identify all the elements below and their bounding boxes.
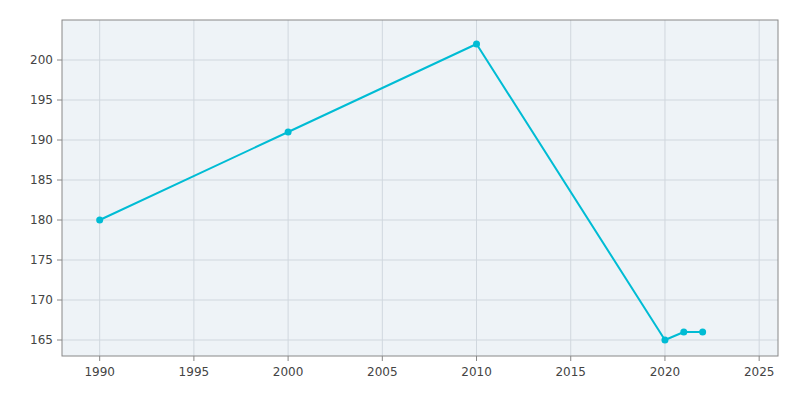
x-tick-label: 1990 [84, 365, 115, 379]
y-tick-label: 185 [30, 173, 53, 187]
x-grid-line [288, 20, 289, 356]
point [285, 129, 292, 136]
y-tick [57, 300, 62, 301]
plot-frame [62, 20, 778, 356]
y-grid-line [62, 260, 778, 261]
y-tick [57, 140, 62, 141]
point [473, 41, 480, 48]
y-tick [57, 60, 62, 61]
x-tick [476, 356, 477, 361]
y-tick [57, 340, 62, 341]
x-tick [664, 356, 665, 361]
y-tick [57, 180, 62, 181]
x-grid-line [382, 20, 383, 356]
y-tick-label: 170 [30, 293, 53, 307]
y-tick [57, 220, 62, 221]
x-tick [193, 356, 194, 361]
grid [57, 20, 778, 361]
y-tick-label: 165 [30, 333, 53, 347]
y-tick-label: 200 [30, 53, 53, 67]
x-tick-label: 2010 [461, 365, 492, 379]
x-grid-line [570, 20, 571, 356]
y-tick-label: 190 [30, 133, 53, 147]
y-grid-line [62, 300, 778, 301]
plot-background [62, 20, 778, 356]
point [661, 337, 668, 344]
x-tick [759, 356, 760, 361]
x-tick [570, 356, 571, 361]
x-grid-line [99, 20, 100, 356]
x-tick-label: 2000 [273, 365, 304, 379]
series [96, 41, 706, 344]
y-grid-line [62, 100, 778, 101]
x-grid-line [193, 20, 194, 356]
y-tick [57, 100, 62, 101]
y-grid-line [62, 220, 778, 221]
x-tick [382, 356, 383, 361]
x-grid-line [476, 20, 477, 356]
point [699, 329, 706, 336]
x-tick-label: 2025 [744, 365, 775, 379]
x-grid-line [664, 20, 665, 356]
x-tick-label: 2015 [555, 365, 586, 379]
y-grid-line [62, 180, 778, 181]
y-tick-label: 195 [30, 93, 53, 107]
y-grid-line [62, 60, 778, 61]
y-tick-label: 180 [30, 213, 53, 227]
point [96, 217, 103, 224]
x-tick [99, 356, 100, 361]
point [680, 329, 687, 336]
x-tick [288, 356, 289, 361]
y-tick-label: 175 [30, 253, 53, 267]
chart-svg: 1990 1995 2000 2005 2010 2015 2020 2025 165 170 17… [0, 0, 800, 400]
y-tick [57, 260, 62, 261]
line [100, 44, 703, 340]
x-tick-label: 2005 [367, 365, 398, 379]
x-grid-line [759, 20, 760, 356]
chart-container: 1990 1995 2000 2005 2010 2015 2020 2025 165 170 17… [0, 0, 800, 400]
x-tick-label: 1995 [179, 365, 210, 379]
y-grid-line [62, 140, 778, 141]
x-tick-label: 2020 [650, 365, 681, 379]
tick-labels: 1990 1995 2000 2005 2010 2015 2020 2025 165 170 17… [30, 53, 774, 379]
y-grid-line [62, 340, 778, 341]
